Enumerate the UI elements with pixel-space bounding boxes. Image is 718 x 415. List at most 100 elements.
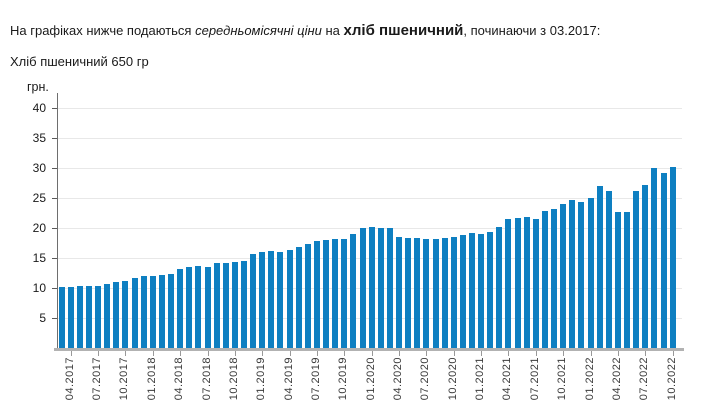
x-tick-10.2019	[344, 351, 346, 356]
bar-11.2020[interactable]	[459, 235, 466, 348]
x-tick-label-07.2017: 07.2017	[91, 357, 104, 401]
bar-08.2022[interactable]	[651, 168, 658, 348]
bar-07.2022[interactable]	[642, 185, 649, 348]
bar-03.2022[interactable]	[605, 191, 612, 348]
bar-01.2021[interactable]	[478, 234, 485, 348]
bar-01.2022[interactable]	[587, 198, 594, 348]
x-tick-label-10.2018: 10.2018	[227, 357, 240, 401]
bar-12.2018[interactable]	[250, 253, 257, 348]
bar-04.2022[interactable]	[614, 212, 621, 348]
bar-01.2020[interactable]	[368, 227, 375, 348]
intro-suffix: , починаючи з 03.2017:	[463, 23, 601, 38]
bar-12.2019[interactable]	[359, 228, 366, 348]
bar-02.2021[interactable]	[487, 232, 494, 348]
bar-03.2020[interactable]	[386, 228, 393, 348]
bar-12.2021[interactable]	[578, 201, 585, 348]
bar-10.2017[interactable]	[122, 280, 129, 348]
bar-04.2017[interactable]	[67, 286, 74, 348]
y-tick-15	[52, 258, 57, 259]
bar-04.2018[interactable]	[177, 269, 184, 348]
bar-06.2019[interactable]	[304, 243, 311, 348]
bar-11.2021[interactable]	[569, 200, 576, 348]
x-tick-10.2021	[563, 351, 565, 356]
y-tick-label-20: 20	[32, 221, 46, 235]
x-tick-04.2020	[399, 351, 401, 356]
bar-12.2017[interactable]	[140, 276, 147, 348]
y-tick-5	[52, 318, 57, 319]
bar-08.2017[interactable]	[104, 283, 111, 348]
bar-03.2021[interactable]	[496, 226, 503, 348]
bar-05.2022[interactable]	[624, 212, 631, 348]
x-tick-label-10.2017: 10.2017	[118, 357, 131, 401]
bar-04.2020[interactable]	[396, 237, 403, 348]
bar-09.2022[interactable]	[660, 173, 667, 348]
bar-08.2018[interactable]	[213, 263, 220, 348]
bar-06.2021[interactable]	[523, 216, 530, 348]
y-tick-label-40: 40	[32, 101, 46, 115]
bar-03.2018[interactable]	[168, 273, 175, 348]
gridline-25	[58, 198, 682, 199]
bar-11.2017[interactable]	[131, 278, 138, 348]
bar-07.2017[interactable]	[95, 285, 102, 348]
bar-08.2019[interactable]	[323, 240, 330, 348]
bar-02.2022[interactable]	[596, 186, 603, 348]
bar-05.2018[interactable]	[186, 267, 193, 348]
x-tick-04.2018	[180, 351, 182, 356]
bar-05.2017[interactable]	[76, 286, 83, 348]
bar-11.2018[interactable]	[241, 261, 247, 348]
x-tick-07.2019	[316, 351, 318, 356]
bar-05.2021[interactable]	[514, 217, 521, 348]
x-tick-07.2017	[98, 351, 100, 356]
intro-conjunction: на	[321, 23, 344, 38]
bar-09.2017[interactable]	[113, 282, 120, 348]
x-tick-07.2021	[535, 351, 537, 356]
bar-08.2020[interactable]	[432, 238, 439, 348]
bar-12.2020[interactable]	[469, 233, 475, 348]
intro-product: хліб пшеничний	[343, 22, 464, 39]
x-tick-01.2018	[152, 351, 154, 356]
bar-07.2019[interactable]	[313, 241, 320, 348]
bar-06.2020[interactable]	[414, 238, 421, 348]
bar-05.2020[interactable]	[405, 238, 412, 348]
bar-05.2019[interactable]	[295, 247, 302, 348]
bar-03.2017[interactable]	[58, 286, 65, 348]
y-tick-label-35: 35	[32, 131, 46, 145]
bar-03.2019[interactable]	[277, 252, 284, 348]
bar-10.2019[interactable]	[341, 239, 348, 348]
bar-10.2020[interactable]	[450, 237, 457, 348]
intro-emphasis: середньомісячні ціни	[195, 23, 322, 38]
bar-07.2020[interactable]	[423, 238, 430, 348]
bar-01.2018[interactable]	[149, 276, 156, 348]
gridline-35	[58, 138, 682, 139]
bar-08.2021[interactable]	[541, 211, 548, 348]
bar-09.2021[interactable]	[551, 208, 558, 348]
y-tick-40	[52, 108, 57, 109]
y-tick-20	[52, 228, 57, 229]
x-tick-label-01.2022: 01.2022	[583, 357, 596, 401]
x-tick-01.2021	[481, 351, 483, 356]
bar-10.2018[interactable]	[231, 262, 238, 348]
x-tick-04.2017	[70, 351, 72, 356]
bar-07.2018[interactable]	[204, 267, 211, 348]
bar-11.2019[interactable]	[350, 234, 357, 348]
bar-10.2021[interactable]	[560, 204, 567, 348]
bar-06.2017[interactable]	[85, 286, 92, 348]
bar-04.2021[interactable]	[505, 219, 512, 348]
bar-09.2018[interactable]	[222, 262, 229, 348]
bar-06.2018[interactable]	[195, 265, 202, 348]
bar-02.2019[interactable]	[268, 250, 275, 348]
y-tick-25	[52, 198, 57, 199]
bar-09.2019[interactable]	[332, 239, 339, 348]
bar-01.2019[interactable]	[259, 252, 266, 348]
y-tick-label-15: 15	[32, 251, 46, 265]
bar-07.2021[interactable]	[532, 219, 539, 348]
bar-02.2020[interactable]	[377, 228, 384, 348]
bar-04.2019[interactable]	[286, 250, 293, 348]
x-tick-07.2022	[645, 351, 647, 356]
bar-10.2022[interactable]	[669, 166, 676, 348]
x-tick-label-01.2020: 01.2020	[364, 357, 377, 401]
bar-06.2022[interactable]	[633, 190, 640, 348]
bar-09.2020[interactable]	[441, 238, 448, 348]
y-tick-10	[52, 288, 57, 289]
bar-02.2018[interactable]	[158, 275, 165, 348]
